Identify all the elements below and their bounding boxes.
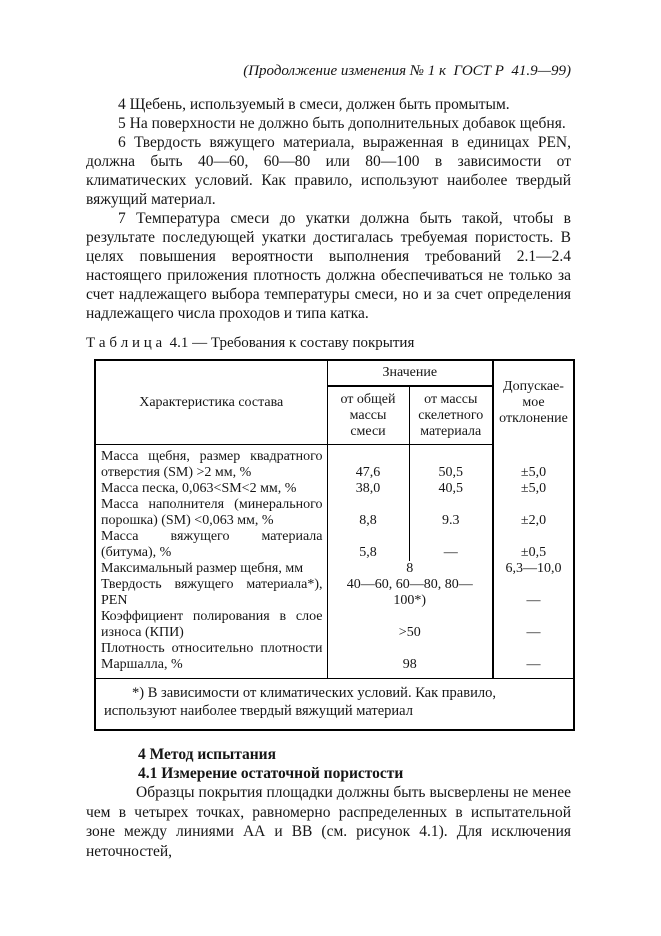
row-value-skeletal: 40,5 bbox=[409, 481, 494, 497]
column-header-deviation: Допускае-мое отклонение bbox=[499, 378, 568, 426]
row-value-total: 38,0 bbox=[327, 481, 410, 497]
table-header-row-2: от общей массы смеси от массы скелетного… bbox=[95, 386, 574, 445]
table-footnote: *) В зависимости от климатических услови… bbox=[95, 678, 574, 730]
row-label: Максимальный размер щебня, мм bbox=[95, 561, 328, 577]
row-value-combined: >50 bbox=[327, 609, 494, 641]
row-value-skeletal: 50,5 bbox=[409, 444, 494, 481]
row-deviation: — bbox=[526, 593, 541, 608]
column-header-characteristic: Характеристика состава bbox=[95, 360, 328, 445]
section-4-1-paragraph: Образцы покрытия площадки должны быть вы… bbox=[86, 784, 571, 860]
table-header-row-1: Характеристика состава Значение Допускае… bbox=[95, 360, 574, 445]
table-row: Масса щебня, размер квадратного отверсти… bbox=[95, 444, 574, 481]
table-row: Масса вяжущего материала (битума), % 5,8… bbox=[95, 529, 574, 561]
clause-7: 7 Температура смеси до укатки должна быт… bbox=[86, 210, 571, 322]
column-header-value-total-mass: от общей массы смеси bbox=[327, 386, 410, 445]
row-deviation: 6,3—10,0 bbox=[505, 561, 562, 576]
table-footnote-row: *) В зависимости от климатических услови… bbox=[95, 678, 574, 730]
clause-5: 5 На поверхности не должно быть дополнит… bbox=[118, 115, 566, 132]
row-deviation: ±0,5 bbox=[520, 545, 547, 560]
row-label: Коэффициент полирования в слое износа (К… bbox=[95, 609, 328, 641]
table-row: Плотность относительно плотности Маршалл… bbox=[95, 641, 574, 679]
row-value-combined: 98 bbox=[327, 641, 494, 679]
row-value-combined: 40—60, 60—80, 80—100*) bbox=[327, 577, 494, 609]
row-label: Масса наполнителя (минерального порошка)… bbox=[95, 497, 328, 529]
section-4: 4 Метод испытания 4.1 Измерение остаточн… bbox=[86, 745, 571, 861]
row-value-total: 8,8 bbox=[327, 497, 410, 529]
row-value-skeletal: 9.3 bbox=[409, 497, 494, 529]
section-heading-4: 4 Метод испытания bbox=[138, 746, 277, 763]
column-header-value-group: Значение bbox=[327, 360, 494, 387]
clause-4: 4 Щебень, используемый в смеси, должен б… bbox=[118, 96, 510, 113]
table-row: Масса наполнителя (минерального порошка)… bbox=[95, 497, 574, 529]
row-value-skeletal: — bbox=[409, 529, 494, 561]
row-deviation: ±2,0 bbox=[520, 513, 547, 528]
row-value-total: 5,8 bbox=[327, 529, 410, 561]
clause-6: 6 Твердость вяжущего материала, выраженн… bbox=[86, 134, 571, 208]
row-label: Плотность относительно плотности Маршалл… bbox=[95, 641, 328, 679]
table-row: Максимальный размер щебня, мм 8 6,3—10,0 bbox=[95, 561, 574, 577]
row-label: Масса песка, 0,063<SM<2 мм, % bbox=[95, 481, 328, 497]
row-deviation: — bbox=[526, 657, 541, 672]
composition-requirements-table: Характеристика состава Значение Допускае… bbox=[94, 359, 575, 731]
row-deviation: ±5,0 bbox=[520, 465, 547, 480]
clauses-block: 4 Щебень, используемый в смеси, должен б… bbox=[86, 95, 571, 323]
row-label: Масса вяжущего материала (битума), % bbox=[95, 529, 328, 561]
table-row: Коэффициент полирования в слое износа (К… bbox=[95, 609, 574, 641]
row-value-combined: 8 bbox=[327, 561, 494, 577]
row-deviation: ±5,0 bbox=[520, 481, 547, 496]
row-deviation: — bbox=[526, 625, 541, 640]
continuation-note: (Продолжение изменения № 1 к ГОСТ Р 41.9… bbox=[243, 63, 571, 79]
row-label: Масса щебня, размер квадратного отверсти… bbox=[95, 444, 328, 481]
table-caption: Т а б л и ц а 4.1 — Требования к составу… bbox=[86, 335, 415, 351]
section-heading-4-1: 4.1 Измерение остаточной пористости bbox=[138, 765, 404, 782]
column-header-value-skeletal-mass: от массы скелетного материала bbox=[409, 386, 494, 445]
table-row: Твердость вяжущего материала*), PEN 40—6… bbox=[95, 577, 574, 609]
table-row: Масса песка, 0,063<SM<2 мм, % 38,0 40,5 … bbox=[95, 481, 574, 497]
row-label: Твердость вяжущего материала*), PEN bbox=[95, 577, 328, 609]
row-value-total: 47,6 bbox=[327, 444, 410, 481]
